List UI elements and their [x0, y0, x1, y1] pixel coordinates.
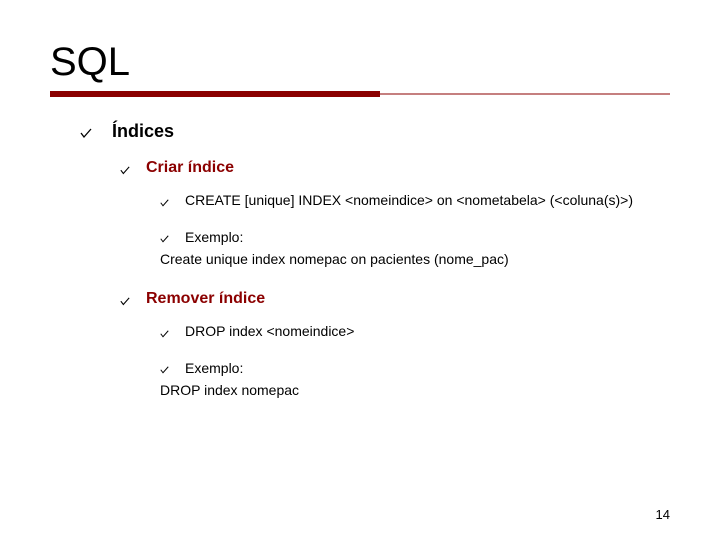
example-text: DROP index nomepac — [160, 380, 670, 401]
check-icon — [120, 294, 130, 312]
example-block: Exemplo: DROP index nomepac — [160, 358, 670, 401]
subsection-heading: Remover índice — [146, 290, 265, 308]
check-icon — [160, 362, 169, 380]
check-icon — [160, 231, 169, 249]
check-icon — [160, 326, 169, 344]
syntax-text: CREATE [unique] INDEX <nomeindice> on <n… — [185, 191, 633, 210]
example-block: Exemplo: Create unique index nomepac on … — [160, 227, 670, 270]
slide-title: SQL — [50, 40, 670, 85]
title-underline — [50, 91, 670, 97]
check-icon — [120, 163, 130, 181]
example-label: Exemplo: — [185, 227, 243, 248]
section-row: Índices — [80, 121, 670, 145]
syntax-text: DROP index <nomeindice> — [185, 322, 354, 341]
syntax-row: CREATE [unique] INDEX <nomeindice> on <n… — [160, 191, 670, 213]
example-label: Exemplo: — [185, 358, 243, 379]
example-text: Create unique index nomepac on pacientes… — [160, 249, 670, 270]
subsection-heading: Criar índice — [146, 159, 234, 177]
subsection-row: Criar índice — [120, 159, 670, 181]
page-number: 14 — [656, 507, 670, 522]
check-icon — [80, 127, 92, 145]
section-heading: Índices — [112, 121, 174, 142]
syntax-row: DROP index <nomeindice> — [160, 322, 670, 344]
subsection-row: Remover índice — [120, 290, 670, 312]
check-icon — [160, 195, 169, 213]
